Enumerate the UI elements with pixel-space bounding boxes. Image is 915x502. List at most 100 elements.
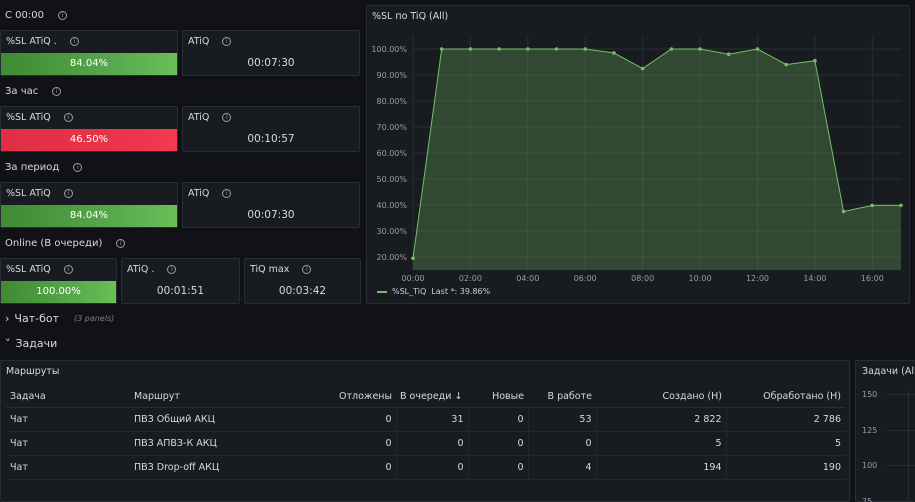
tasks-chart-panel[interactable]: Задачи (All) 150 125 100 75 (855, 360, 915, 502)
stat-sl-atiq-last-hour[interactable]: %SL ATiQ i 46.50% (0, 106, 178, 152)
routes-panel[interactable]: Маршруты Задача Маршрут Отложены В очере… (0, 360, 850, 502)
stat-sl-atiq-period[interactable]: %SL ATiQ i 84.04% (0, 182, 178, 228)
info-icon[interactable]: i (167, 265, 177, 274)
x-tick-label: 10:00 (689, 274, 712, 283)
info-icon[interactable]: i (222, 113, 232, 122)
col-header-new[interactable]: Новые (468, 387, 528, 408)
y-tick-label: 30.00% (376, 227, 407, 236)
panel-title: ATiQ (188, 36, 210, 47)
stat-tiq-max-online[interactable]: TiQ max i 00:03:42 (244, 258, 361, 304)
x-tick-label: 16:00 (861, 274, 884, 283)
section-online: Online (В очереди) i (5, 238, 126, 249)
stat-atiq-period[interactable]: ATiQ i 00:07:30 (182, 182, 360, 228)
cell-postponed: 0 (330, 407, 397, 432)
info-icon[interactable]: i (116, 239, 126, 248)
x-tick-label: 00:00 (401, 274, 424, 283)
info-icon[interactable]: i (302, 265, 312, 274)
table-row[interactable]: Чат ПВЗ Общий АКЦ 0 31 0 53 2 822 2 786 (6, 407, 845, 432)
y-tick-label: 80.00% (376, 97, 407, 106)
panel-title: ATiQ . (127, 264, 155, 275)
data-point (526, 47, 530, 51)
cell-new: 0 (468, 407, 529, 432)
data-point (726, 52, 731, 56)
y-tick-label: 150 (862, 390, 878, 399)
row-title: Задачи (15, 337, 58, 350)
col-header-postponed[interactable]: Отложены (330, 387, 396, 408)
info-icon[interactable]: i (222, 189, 232, 198)
row-tasks[interactable]: ˅ Задачи (5, 337, 57, 350)
section-period: За период i (5, 162, 83, 173)
chevron-right-icon: › (5, 312, 10, 325)
y-tick-label: 20.00% (376, 253, 407, 262)
x-tick-label: 08:00 (631, 274, 654, 283)
cell-postponed: 0 (330, 455, 397, 480)
info-icon[interactable]: i (52, 87, 62, 96)
section-label: За период (5, 162, 60, 173)
cell-in-work: 0 (528, 431, 597, 456)
grid-line (908, 391, 909, 501)
stat-atiq-last-hour[interactable]: ATiQ i 00:10:57 (182, 106, 360, 152)
data-point (784, 62, 788, 67)
panel-title: ATiQ (188, 188, 210, 199)
col-header-task[interactable]: Задача (6, 387, 130, 408)
stat-value: 00:10:57 (247, 133, 295, 145)
col-header-route[interactable]: Маршрут (130, 387, 330, 408)
cell-postponed: 0 (330, 431, 397, 456)
legend-series-name: %SL_TiQ (392, 287, 427, 296)
stat-atiq-since-midnight[interactable]: ATiQ i 00:07:30 (182, 30, 360, 76)
cell-in-queue: 0 (396, 431, 469, 456)
info-icon[interactable]: i (63, 189, 73, 198)
data-point (698, 47, 702, 51)
legend-swatch (377, 290, 387, 293)
panel-title: %SL ATiQ (6, 112, 51, 123)
col-header-in-queue[interactable]: В очереди ↓ (396, 387, 468, 408)
section-since-midnight: С 00:00 i (5, 10, 67, 21)
table-header-row: Задача Маршрут Отложены В очереди ↓ Новы… (6, 387, 845, 408)
col-header-in-work[interactable]: В работе (528, 387, 596, 408)
cell-processed: 5 (726, 431, 845, 456)
cell-route: ПВЗ АПВЗ-К АКЦ (130, 431, 330, 456)
table-row[interactable]: Чат ПВЗ Drop-off АКЦ 0 0 0 4 194 190 (6, 455, 845, 480)
table-row[interactable]: Чат ПВЗ АПВЗ-К АКЦ 0 0 0 0 5 5 (6, 431, 845, 456)
stat-value: 00:07:30 (247, 209, 295, 221)
row-chatbot[interactable]: › Чат-бот (3 panels) (5, 312, 114, 325)
col-header-created[interactable]: Создано (Н) (596, 387, 726, 408)
series-line (412, 48, 901, 259)
data-point (669, 47, 674, 51)
data-point (439, 47, 444, 51)
info-icon[interactable]: i (69, 37, 79, 46)
cell-new: 0 (468, 431, 529, 456)
col-header-label: В очереди (400, 391, 452, 403)
stat-sl-atiq-online[interactable]: %SL ATiQ i 100.00% (0, 258, 117, 304)
info-icon[interactable]: i (63, 113, 73, 122)
cell-route: ПВЗ Drop-off АКЦ (130, 455, 330, 480)
y-tick-label: 60.00% (376, 149, 407, 158)
cell-created: 5 (596, 431, 727, 456)
stat-atiq-online[interactable]: ATiQ . i 00:01:51 (121, 258, 240, 304)
info-icon[interactable]: i (63, 265, 73, 274)
info-icon[interactable]: i (57, 11, 67, 20)
panel-title: Маршруты (6, 366, 60, 377)
stat-value: 100.00% (1, 281, 116, 303)
data-point (497, 47, 501, 51)
data-point (813, 58, 817, 63)
info-icon[interactable]: i (222, 37, 232, 46)
data-point (755, 47, 760, 51)
panel-title: Задачи (All) (862, 366, 915, 377)
cell-task: Чат (6, 431, 130, 456)
chart-legend[interactable]: %SL_TiQ Last *: 39.86% (377, 287, 490, 296)
row-panel-count: (3 panels) (74, 314, 115, 323)
cell-processed: 2 786 (726, 407, 845, 432)
panel-title: %SL ATiQ . (6, 36, 57, 47)
y-tick-label: 50.00% (376, 175, 407, 184)
y-tick-label: 100.00% (371, 45, 407, 54)
cell-created: 2 822 (596, 407, 727, 432)
info-icon[interactable]: i (73, 163, 83, 172)
panel-title: %SL ATiQ (6, 188, 51, 199)
data-point (612, 51, 616, 55)
sl-tiq-chart-panel[interactable]: %SL по TiQ (All) 100.00% 90.00% 80.00% 70.0… (366, 5, 910, 304)
cell-in-queue: 31 (396, 407, 469, 432)
col-header-processed[interactable]: Обработано (Н) (726, 387, 845, 408)
stat-sl-atiq-since-midnight[interactable]: %SL ATiQ . i 84.04% (0, 30, 178, 76)
data-point (640, 66, 645, 71)
